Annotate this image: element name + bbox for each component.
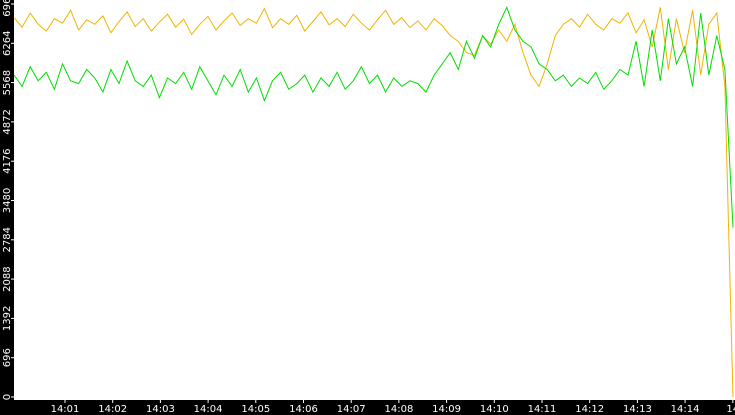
y-tick-label: 696 [2,348,13,367]
x-tick-label: 14:13 [623,404,652,415]
x-tick-label: 14:09 [432,404,461,415]
x-tick-label: 14:08 [384,404,413,415]
x-tick-label: 14:10 [480,404,509,415]
series-line [13,7,734,398]
x-tick-label: 14 [726,404,735,415]
y-tick-label: 3480 [2,188,13,213]
y-tick-label: 4872 [2,109,13,134]
x-tick-label: 14:01 [51,404,80,415]
x-tick-label: 14:05 [241,404,270,415]
y-tick-label: 5568 [2,70,13,95]
x-tick-label: 14:12 [575,404,604,415]
x-tick-label: 14:06 [289,404,318,415]
y-tick-label: 2784 [2,227,13,252]
x-tick-label: 14:14 [671,404,700,415]
y-tick-label: 2088 [2,266,13,291]
y-tick-label: 6960 [2,0,13,17]
y-axis-strip [0,0,14,415]
x-axis-strip [0,400,735,415]
y-tick-label: 1392 [2,306,13,331]
y-tick-label: 0 [2,394,13,400]
x-tick-label: 14:04 [194,404,223,415]
x-tick-label: 14:11 [528,404,557,415]
y-tick-label: 4176 [2,148,13,173]
series-line [13,6,734,228]
y-tick-label: 6264 [2,31,13,56]
x-tick-label: 14:07 [337,404,366,415]
x-tick-label: 14:03 [146,404,175,415]
x-tick-label: 14:02 [98,404,127,415]
